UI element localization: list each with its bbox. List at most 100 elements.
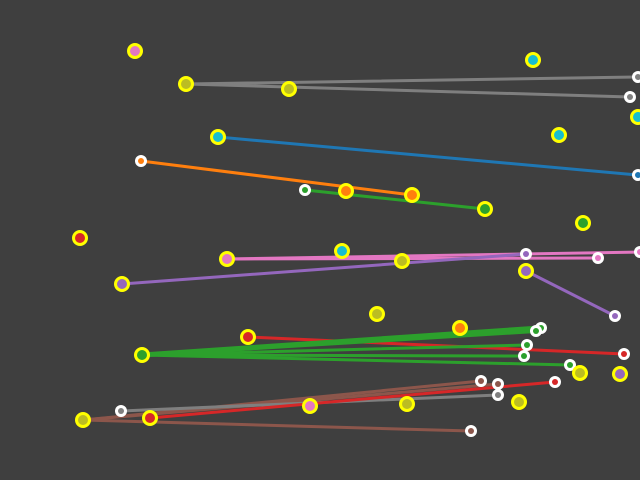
node-layer — [72, 43, 640, 437]
link-gray-top-1 — [184, 82, 632, 99]
node-core — [635, 74, 640, 80]
link-green-12 — [140, 343, 529, 357]
highlighted-node-27[interactable] — [452, 320, 468, 336]
node-core — [478, 378, 484, 384]
node-39[interactable] — [492, 378, 504, 390]
node-core — [341, 186, 351, 196]
link-orange-3 — [139, 159, 414, 197]
highlighted-node-19[interactable] — [394, 253, 410, 269]
highlighted-node-12[interactable] — [338, 183, 354, 199]
node-35[interactable] — [564, 359, 576, 371]
node-core — [222, 254, 232, 264]
node-core — [455, 323, 465, 333]
node-core — [621, 351, 627, 357]
highlighted-node-36[interactable] — [572, 365, 588, 381]
highlighted-node-16[interactable] — [72, 230, 88, 246]
node-core — [595, 255, 601, 261]
node-core — [635, 172, 640, 178]
node-core — [612, 313, 618, 319]
node-core — [302, 187, 308, 193]
highlighted-node-34[interactable] — [134, 347, 150, 363]
node-11[interactable] — [299, 184, 311, 196]
node-core — [117, 279, 127, 289]
node-core — [524, 342, 530, 348]
node-core — [633, 112, 640, 122]
node-core — [554, 130, 564, 140]
link-gray-top-0 — [184, 75, 640, 86]
node-core — [495, 392, 501, 398]
highlighted-node-8[interactable] — [551, 127, 567, 143]
highlighted-node-44[interactable] — [302, 398, 318, 414]
highlighted-node-15[interactable] — [575, 215, 591, 231]
node-22[interactable] — [634, 246, 640, 258]
highlighted-node-7[interactable] — [210, 129, 226, 145]
node-core — [213, 132, 223, 142]
highlighted-node-28[interactable] — [240, 329, 256, 345]
link-green-11 — [140, 329, 538, 357]
node-38[interactable] — [475, 375, 487, 387]
node-core — [181, 79, 191, 89]
highlighted-node-23[interactable] — [114, 276, 130, 292]
node-core — [552, 379, 558, 385]
highlighted-node-2[interactable] — [178, 76, 194, 92]
node-10[interactable] — [135, 155, 147, 167]
node-20[interactable] — [520, 248, 532, 260]
highlighted-node-0[interactable] — [127, 43, 143, 59]
highlighted-node-43[interactable] — [399, 396, 415, 412]
link-purple-7 — [120, 252, 528, 286]
node-core — [243, 332, 253, 342]
node-30[interactable] — [530, 325, 542, 337]
node-core — [533, 328, 539, 334]
node-core — [137, 350, 147, 360]
link-red-19 — [148, 380, 557, 420]
highlighted-node-46[interactable] — [75, 412, 91, 428]
node-31[interactable] — [521, 339, 533, 351]
node-core — [480, 204, 490, 214]
highlighted-node-13[interactable] — [404, 187, 420, 203]
node-core — [521, 353, 527, 359]
node-core — [118, 408, 124, 414]
node-core — [407, 190, 417, 200]
node-40[interactable] — [549, 376, 561, 388]
node-core — [402, 399, 412, 409]
highlighted-node-14[interactable] — [477, 201, 493, 217]
node-4[interactable] — [632, 71, 640, 83]
highlighted-node-17[interactable] — [219, 251, 235, 267]
node-25[interactable] — [609, 310, 621, 322]
node-core — [305, 401, 315, 411]
link-purple-8 — [524, 269, 617, 318]
highlighted-node-6[interactable] — [630, 109, 640, 125]
node-core — [567, 362, 573, 368]
node-32[interactable] — [518, 350, 530, 362]
node-core — [495, 381, 501, 387]
node-core — [523, 251, 529, 257]
node-core — [627, 94, 633, 100]
highlighted-node-24[interactable] — [518, 263, 534, 279]
node-41[interactable] — [492, 389, 504, 401]
node-core — [145, 413, 155, 423]
node-core — [514, 397, 524, 407]
node-5[interactable] — [624, 91, 636, 103]
highlighted-node-26[interactable] — [369, 306, 385, 322]
highlighted-node-42[interactable] — [511, 394, 527, 410]
node-33[interactable] — [618, 348, 630, 360]
highlighted-node-3[interactable] — [281, 81, 297, 97]
node-core — [78, 415, 88, 425]
node-45[interactable] — [115, 405, 127, 417]
node-core — [75, 233, 85, 243]
link-pink-6 — [225, 256, 600, 261]
node-core — [138, 158, 144, 164]
node-48[interactable] — [465, 425, 477, 437]
node-core — [528, 55, 538, 65]
highlighted-node-1[interactable] — [525, 52, 541, 68]
node-9[interactable] — [632, 169, 640, 181]
node-core — [578, 218, 588, 228]
link-green-14 — [140, 353, 572, 367]
highlighted-node-18[interactable] — [334, 243, 350, 259]
node-core — [521, 266, 531, 276]
link-blue-2 — [216, 135, 640, 177]
highlighted-node-37[interactable] — [612, 366, 628, 382]
highlighted-node-47[interactable] — [142, 410, 158, 426]
node-21[interactable] — [592, 252, 604, 264]
